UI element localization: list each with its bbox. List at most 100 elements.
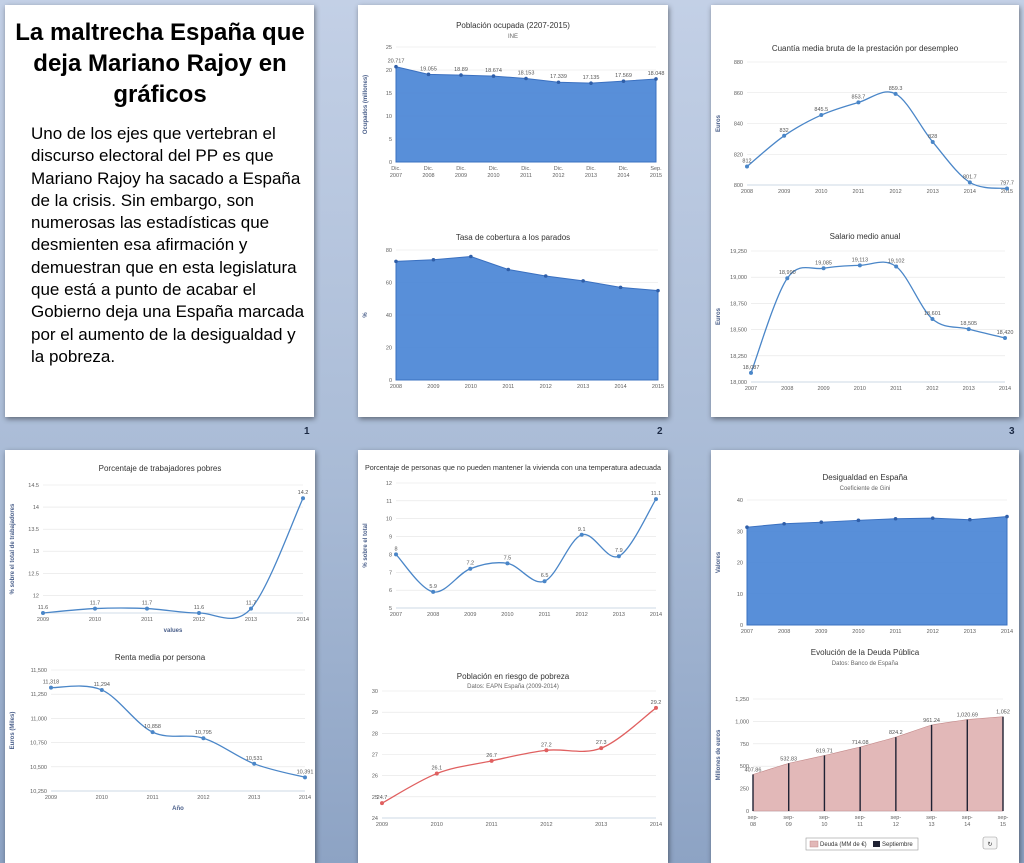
- x-tick-label: 12: [893, 822, 899, 828]
- x-tick-label: Dic.: [489, 166, 499, 172]
- data-label: 853.7: [852, 94, 866, 100]
- data-point: [1003, 335, 1007, 340]
- y-tick-label: 20: [737, 561, 743, 567]
- data-point: [431, 257, 436, 262]
- data-point: [745, 164, 749, 169]
- x-tick-label: sep-: [998, 815, 1009, 821]
- data-point: [581, 279, 585, 283]
- data-label: 17.569: [615, 73, 632, 79]
- line-series: [381, 707, 657, 804]
- legend-box: [805, 837, 919, 851]
- x-tick-label: 2010: [431, 822, 443, 828]
- y-axis-label: Valores: [716, 551, 722, 573]
- chart-poblacion: Población ocupada (2207-2015) INE 0 5 10 15 20…: [363, 21, 664, 179]
- y-tick-label: 30: [372, 689, 378, 695]
- data-label: 18,087: [743, 365, 760, 371]
- data-point: [249, 606, 253, 611]
- data-label: 18.153: [518, 70, 535, 76]
- data-point: [459, 73, 463, 77]
- data-label: 7.9: [615, 548, 623, 554]
- x-tick-label: Dic.: [391, 166, 401, 172]
- data-point: [967, 180, 972, 185]
- data-label: 5.9: [429, 584, 437, 590]
- data-point: [930, 516, 935, 520]
- data-point: [968, 517, 972, 522]
- y-axis-label: % sobre el total: [363, 523, 369, 568]
- y-tick-label: 12: [386, 481, 392, 487]
- x-tick-label: sep-: [748, 815, 759, 821]
- page-number-1: 1: [304, 426, 310, 437]
- chart-title: Población en riesgo de pobreza: [457, 672, 570, 681]
- x-tick-label: 2013: [927, 189, 939, 195]
- y-tick-label: 24: [372, 816, 378, 822]
- x-tick-label: sep-: [962, 815, 973, 821]
- chart-renta: Renta media por persona 10,250 10,500 10,75…: [10, 653, 313, 812]
- x-tick-label: 2012: [889, 189, 901, 195]
- y-tick-label: 10,500: [30, 765, 47, 771]
- x-tick-label: 2013: [963, 386, 975, 392]
- x-tick-label: 2008: [427, 612, 439, 618]
- x-tick-label: 2010: [815, 189, 827, 195]
- x-tick-label: 2012: [540, 384, 552, 390]
- x-tick-label: 2008: [422, 173, 434, 179]
- chart-trabajadores-pobres: Porcentaje de trabajadores pobres 12 12.5 1…: [10, 464, 309, 634]
- data-point: [434, 771, 439, 776]
- y-tick-label: 19,000: [730, 275, 747, 281]
- data-point: [426, 72, 431, 77]
- legend-entry: Deuda (MM de €): [820, 842, 867, 848]
- y-axis-label: Ocupados (millones): [363, 75, 369, 134]
- data-point: [41, 611, 45, 615]
- data-point: [303, 775, 307, 780]
- data-point: [930, 139, 935, 144]
- y-tick-label: 840: [734, 122, 743, 128]
- data-point: [893, 516, 898, 521]
- x-tick-label: 2011: [890, 386, 902, 392]
- x-tick-label: 2014: [650, 822, 662, 828]
- x-tick-label: 11: [857, 822, 863, 828]
- data-label: 1,052: [996, 710, 1010, 716]
- x-tick-label: 2011: [520, 173, 532, 179]
- x-tick-label: 2008: [778, 629, 790, 635]
- x-tick-label: 2014: [614, 384, 626, 390]
- x-tick-label: 2007: [390, 173, 402, 179]
- data-point: [197, 611, 201, 615]
- y-tick-label: 750: [740, 742, 749, 748]
- data-label: 11.7: [246, 601, 256, 607]
- x-tick-label: 2014: [650, 612, 662, 618]
- page-6: Desigualdad en España Coeficiente de Gini…: [711, 450, 1019, 863]
- line-series: [50, 685, 306, 778]
- x-tick-label: 2012: [193, 617, 205, 623]
- data-point: [894, 264, 899, 269]
- x-tick-label: 2013: [964, 629, 976, 635]
- line-series: [746, 91, 1008, 190]
- x-tick-label: 13: [929, 822, 935, 828]
- y-tick-label: 0: [389, 160, 392, 166]
- chart-title: Porcentaje de trabajadores pobres: [99, 464, 222, 473]
- y-tick-label: 10: [386, 517, 392, 523]
- y-tick-label: 18,750: [730, 301, 747, 307]
- x-tick-label: Dic.: [456, 166, 466, 172]
- x-tick-label: 2009: [817, 386, 829, 392]
- x-tick-label: 2010: [96, 795, 108, 801]
- data-label: 27.3: [596, 740, 607, 746]
- data-label: 532.83: [780, 756, 797, 762]
- data-point: [745, 525, 749, 529]
- x-tick-label: 2012: [927, 629, 939, 635]
- chart-riesgo-pobreza: Población en riesgo de pobreza Datos: EAP…: [372, 672, 662, 828]
- y-tick-label: 12: [33, 593, 39, 599]
- data-point: [99, 687, 104, 692]
- data-label: 812: [742, 159, 751, 165]
- y-axis-label: %: [363, 312, 369, 318]
- data-point: [819, 520, 824, 524]
- x-tick-label: 2008: [390, 384, 402, 390]
- y-tick-label: 0: [746, 809, 749, 815]
- chart-subtitle: Datos: EAPN España (2009-2014): [467, 684, 559, 690]
- y-tick-label: 11: [386, 499, 392, 505]
- data-point: [1005, 514, 1009, 519]
- data-label: 18,990: [779, 270, 796, 276]
- page-5: Porcentaje de personas que no pueden man…: [358, 450, 668, 863]
- data-point: [966, 327, 971, 332]
- data-label: 18,601: [924, 311, 941, 317]
- x-tick-label: 2015: [1001, 189, 1013, 195]
- x-tick-label: 2013: [245, 617, 257, 623]
